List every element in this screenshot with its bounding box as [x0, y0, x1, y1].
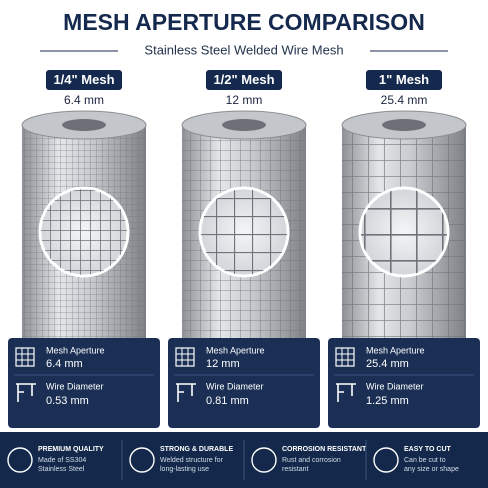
aperture-label: Mesh Aperture [366, 345, 425, 355]
roll-hole [382, 119, 426, 131]
mesh-size: 12 mm [226, 93, 263, 107]
info-panel [8, 338, 160, 428]
feature-icon [373, 447, 399, 473]
aperture-value: 25.4 mm [366, 358, 409, 370]
aperture-value: 12 mm [206, 358, 240, 370]
feature-title: EASY TO CUT [404, 446, 452, 453]
info-panel [328, 338, 480, 428]
wire-label: Wire Diameter [366, 381, 424, 391]
aperture-value: 6.4 mm [46, 358, 83, 370]
feature-text: Made of SS304 [38, 457, 86, 464]
mesh-size: 25.4 mm [381, 93, 428, 107]
feature-text: Stainless Steel [38, 466, 85, 473]
wire-label: Wire Diameter [206, 381, 264, 391]
caliper-icon [176, 383, 196, 402]
lens-mesh [201, 189, 287, 275]
aperture-icon [336, 348, 354, 366]
feature-text: any size or shape [404, 466, 459, 473]
name-pill [46, 70, 122, 90]
roll-hole [222, 119, 266, 131]
wire-value: 0.81 mm [206, 395, 249, 407]
feature-title: STRONG & DURABLE [160, 446, 233, 453]
aperture-label: Mesh Aperture [46, 345, 105, 355]
caliper-icon [16, 383, 36, 402]
wire-value: 1.25 mm [366, 395, 409, 407]
aperture-icon [16, 348, 34, 366]
subtitle: Stainless Steel Welded Wire Mesh [144, 42, 343, 57]
feature-title: CORROSION RESISTANT [282, 446, 367, 453]
feature-text: Can be cut to [404, 457, 446, 464]
aperture-icon [175, 347, 195, 367]
feature-text: Rust and corrosion [282, 457, 341, 464]
feature-icon [7, 447, 33, 473]
mesh-size: 6.4 mm [64, 93, 104, 107]
feature-title: PREMIUM QUALITY [38, 446, 104, 453]
roll-hole [62, 119, 106, 131]
feature-icon [251, 447, 277, 473]
feature-icon [129, 447, 155, 473]
wire-value: 0.53 mm [46, 395, 89, 407]
lens-mesh [361, 189, 447, 275]
feature-text: long-lasting use [160, 466, 209, 473]
info-panel [168, 338, 320, 428]
feature-text: Welded structure for [160, 457, 224, 464]
feature-text: resistant [282, 466, 309, 473]
mesh-name: 1/2" Mesh [213, 72, 274, 87]
aperture-label: Mesh Aperture [206, 345, 265, 355]
name-pill [366, 70, 442, 90]
name-pill [206, 70, 282, 90]
aperture-icon [176, 348, 194, 366]
lens-mesh [41, 189, 127, 275]
caliper-icon [336, 383, 356, 402]
mesh-name: 1/4" Mesh [53, 72, 114, 87]
mesh-name: 1" Mesh [379, 72, 429, 87]
aperture-icon [335, 347, 355, 367]
title: MESH APERTURE COMPARISON [63, 9, 425, 35]
aperture-icon [15, 347, 35, 367]
wire-label: Wire Diameter [46, 381, 104, 391]
